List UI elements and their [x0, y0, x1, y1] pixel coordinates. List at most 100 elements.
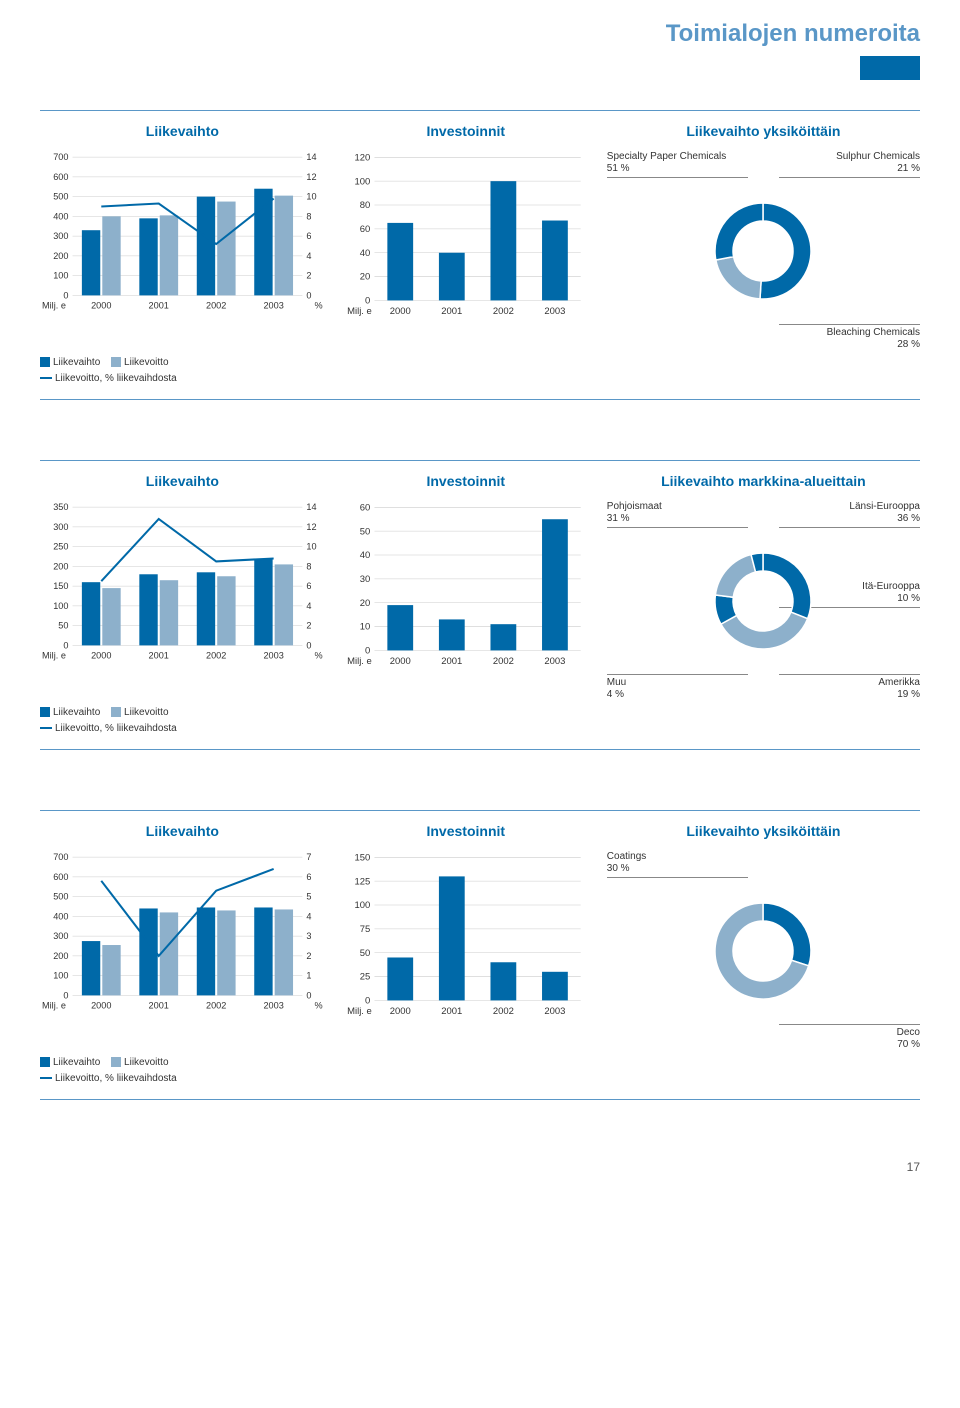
donut-title: Liikevaihto yksiköittäin	[607, 123, 920, 139]
svg-text:0: 0	[365, 646, 370, 657]
page-number: 17	[40, 1160, 920, 1174]
svg-text:2: 2	[306, 621, 311, 631]
svg-text:200: 200	[53, 561, 68, 571]
svg-text:60: 60	[359, 224, 370, 235]
svg-text:350: 350	[53, 502, 68, 512]
svg-text:%: %	[315, 651, 323, 661]
svg-text:100: 100	[53, 971, 68, 981]
donut-callout: Deco70 %	[779, 1024, 920, 1051]
donut-chart	[708, 896, 818, 1006]
svg-text:300: 300	[53, 931, 68, 941]
svg-text:50: 50	[359, 526, 370, 537]
svg-text:2003: 2003	[544, 1006, 565, 1017]
bar-chart: 01020304050602000200120022003Milj. e	[345, 501, 587, 671]
svg-text:Milj. e: Milj. e	[42, 1001, 66, 1011]
donut-chart	[708, 546, 818, 656]
bars-title: Investoinnit	[345, 473, 587, 489]
svg-text:1: 1	[306, 971, 311, 981]
svg-text:14: 14	[306, 152, 316, 162]
combo-chart-col: Liikevaihto 0100200300400500600700024681…	[40, 123, 325, 387]
svg-text:10: 10	[306, 542, 316, 552]
svg-text:500: 500	[53, 892, 68, 902]
donut-callout: Pohjoismaat31 %	[607, 501, 748, 528]
svg-text:6: 6	[306, 231, 311, 241]
svg-text:75: 75	[359, 924, 370, 935]
svg-text:7: 7	[306, 852, 311, 862]
svg-text:150: 150	[53, 581, 68, 591]
svg-text:4: 4	[306, 911, 311, 921]
svg-text:400: 400	[53, 211, 68, 221]
svg-text:0: 0	[306, 640, 311, 650]
legend: Liikevaihto Liikevoitto Liikevoitto, % l…	[40, 705, 325, 737]
svg-text:2003: 2003	[544, 656, 565, 667]
svg-text:600: 600	[53, 172, 68, 182]
svg-text:500: 500	[53, 192, 68, 202]
combo-chart: 0501001502002503003500246810121420002001…	[40, 501, 325, 701]
svg-text:0: 0	[306, 290, 311, 300]
svg-text:100: 100	[354, 900, 370, 911]
svg-text:2: 2	[306, 271, 311, 281]
svg-text:2001: 2001	[441, 1006, 462, 1017]
svg-text:2002: 2002	[493, 306, 514, 317]
donut-col: Liikevaihto markkina-alueittain Pohjoism…	[607, 473, 920, 701]
divider	[40, 460, 920, 461]
divider	[40, 110, 920, 111]
donut-title: Liikevaihto yksiköittäin	[607, 823, 920, 839]
svg-text:5: 5	[306, 892, 311, 902]
svg-text:0: 0	[365, 296, 370, 307]
svg-text:2001: 2001	[149, 301, 169, 311]
section: Liikevaihto 0100200300400500600700012345…	[40, 810, 920, 1100]
svg-text:60: 60	[359, 502, 370, 513]
svg-text:6: 6	[306, 581, 311, 591]
svg-text:30: 30	[359, 574, 370, 585]
svg-text:2001: 2001	[149, 1001, 169, 1011]
svg-text:2000: 2000	[91, 1001, 111, 1011]
donut-title: Liikevaihto markkina-alueittain	[607, 473, 920, 489]
svg-text:Milj. e: Milj. e	[347, 656, 372, 667]
donut-col: Liikevaihto yksiköittäin Specialty Paper…	[607, 123, 920, 351]
combo-title: Liikevaihto	[40, 123, 325, 139]
svg-text:Milj. e: Milj. e	[347, 1006, 372, 1017]
svg-text:20: 20	[359, 598, 370, 609]
svg-text:0: 0	[63, 290, 68, 300]
svg-text:3: 3	[306, 931, 311, 941]
svg-text:700: 700	[53, 152, 68, 162]
donut-callout: Specialty Paper Chemicals51 %	[607, 151, 748, 178]
svg-text:0: 0	[306, 990, 311, 1000]
bar-chart: 02550751001251502000200120022003Milj. e	[345, 851, 587, 1021]
svg-text:Milj. e: Milj. e	[347, 306, 372, 317]
svg-text:2002: 2002	[206, 651, 226, 661]
svg-text:40: 40	[359, 248, 370, 259]
svg-text:2000: 2000	[389, 656, 410, 667]
svg-text:2003: 2003	[263, 1001, 283, 1011]
bars-title: Investoinnit	[345, 123, 587, 139]
donut-wrap: Specialty Paper Chemicals51 %Sulphur Che…	[607, 151, 920, 351]
legend: Liikevaihto Liikevoitto Liikevoitto, % l…	[40, 355, 325, 387]
svg-text:50: 50	[359, 948, 370, 959]
svg-text:100: 100	[354, 176, 370, 187]
svg-text:100: 100	[53, 601, 68, 611]
svg-text:300: 300	[53, 522, 68, 532]
svg-text:2002: 2002	[493, 656, 514, 667]
svg-text:%: %	[315, 1001, 323, 1011]
svg-text:8: 8	[306, 561, 311, 571]
svg-text:10: 10	[359, 622, 370, 633]
svg-text:%: %	[315, 301, 323, 311]
divider	[40, 749, 920, 750]
svg-text:150: 150	[354, 852, 370, 863]
svg-text:400: 400	[53, 911, 68, 921]
svg-text:8: 8	[306, 211, 311, 221]
svg-text:100: 100	[53, 271, 68, 281]
svg-text:2002: 2002	[206, 1001, 226, 1011]
divider	[40, 1099, 920, 1100]
svg-text:0: 0	[63, 990, 68, 1000]
divider	[40, 810, 920, 811]
donut-callout: Bleaching Chemicals28 %	[779, 324, 920, 351]
svg-text:125: 125	[354, 876, 370, 887]
combo-chart-col: Liikevaihto 0501001502002503003500246810…	[40, 473, 325, 737]
svg-text:20: 20	[359, 272, 370, 283]
section: Liikevaihto 0501001502002503003500246810…	[40, 460, 920, 750]
bar-chart: 0204060801001202000200120022003Milj. e	[345, 151, 587, 321]
section: Liikevaihto 0100200300400500600700024681…	[40, 110, 920, 400]
donut-col: Liikevaihto yksiköittäin Coatings30 %Dec…	[607, 823, 920, 1051]
